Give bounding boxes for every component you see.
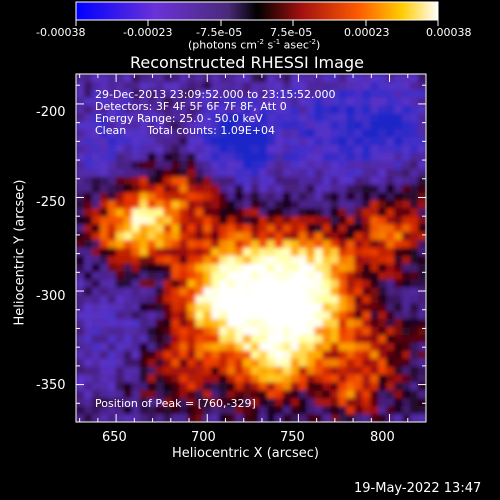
y-tick-label: -350 xyxy=(36,378,66,393)
x-tick-label: 650 xyxy=(102,430,127,445)
y-axis-label: Heliocentric Y (arcsec) xyxy=(12,179,28,326)
x-tick-label: 800 xyxy=(370,430,395,445)
y-tick-label: -300 xyxy=(36,289,66,304)
peak-position-annotation: Position of Peak = [760,-329] xyxy=(95,397,256,410)
timestamp: 19-May-2022 13:47 xyxy=(354,481,482,496)
colorbar-tick-label: 0.00038 xyxy=(426,26,472,39)
colorbar-ticks xyxy=(75,20,439,26)
colorbar-tick-label: 7.5e-05 xyxy=(270,26,313,39)
y-tick-label: -200 xyxy=(36,105,66,120)
colorbar-tick-label: 0.00023 xyxy=(344,26,390,39)
clean-counts-annotation: Clean Total counts: 1.09E+04 xyxy=(95,124,276,137)
x-tick-label: 700 xyxy=(191,430,216,445)
x-axis-label: Heliocentric X (arcsec) xyxy=(172,446,319,461)
plot-frame xyxy=(75,73,427,423)
axis-ticks xyxy=(76,74,427,423)
colorbar-tick-label: -0.00038 xyxy=(36,26,86,39)
colorbar xyxy=(75,1,439,21)
x-tick-label: 750 xyxy=(280,430,305,445)
colorbar-tick-label: -7.5e-05 xyxy=(196,26,243,39)
y-tick-label: -250 xyxy=(36,195,66,210)
detectors-annotation: Detectors: 3F 4F 5F 6F 7F 8F, Att 0 xyxy=(95,100,287,113)
colorbar-tick-label: -0.00023 xyxy=(123,26,173,39)
plot-title: Reconstructed RHESSI Image xyxy=(130,53,364,72)
energy-range-annotation: Energy Range: 25.0 - 50.0 keV xyxy=(95,112,263,125)
colorbar-units: (photons cm-2 s-1 asec-2) xyxy=(188,38,321,52)
rhessi-heatmap xyxy=(76,74,426,422)
time-range-annotation: 29-Dec-2013 23:09:52.000 to 23:15:52.000 xyxy=(95,88,336,101)
